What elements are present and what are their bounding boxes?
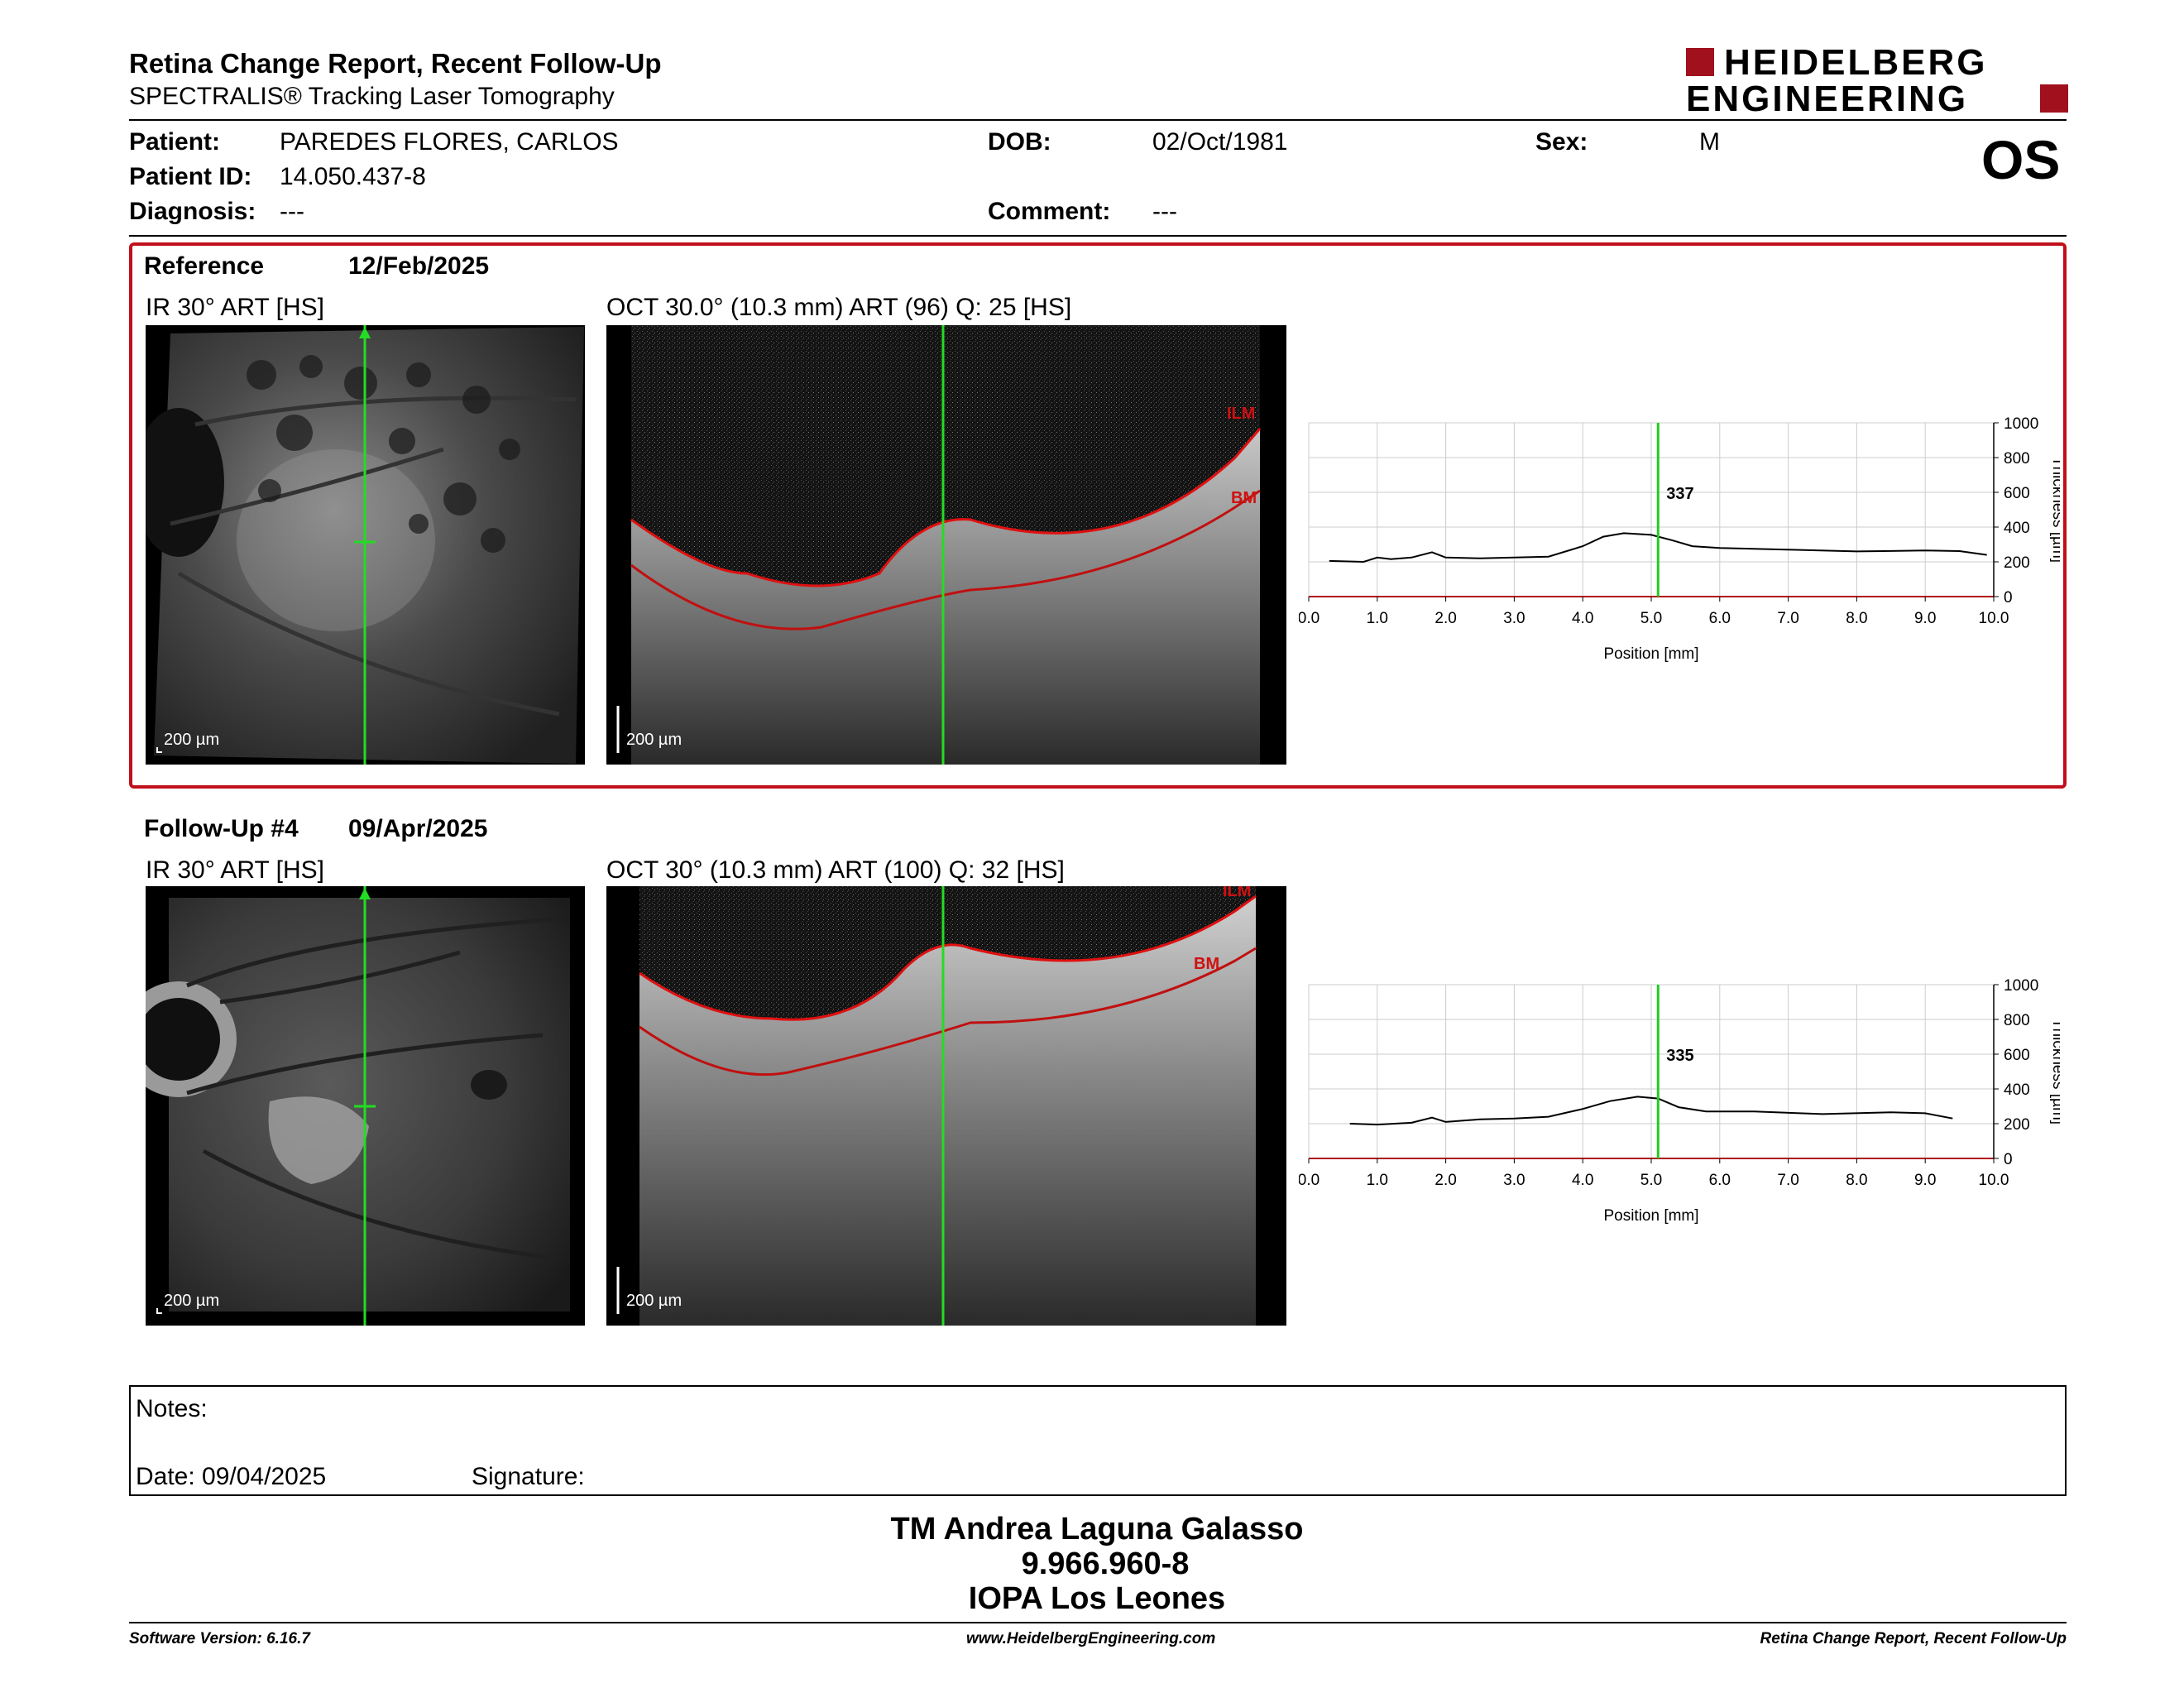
x-tick-label: 9.0 [1914,610,1936,627]
x-tick-label: 10.0 [1979,610,2009,627]
x-tick-label: 7.0 [1777,1172,1798,1189]
y-tick-label: 800 [2004,450,2030,468]
reference-ilm-label: ILM [1227,405,1255,423]
reference-ir-scale: 200 µm [164,731,220,749]
followup-date: 09/Apr/2025 [348,815,488,842]
reference-frame [129,242,2067,789]
reference-ir-title: IR 30° ART [HS] [146,294,324,321]
marker-value-label: 337 [1666,485,1693,503]
marker-value-label: 335 [1666,1047,1693,1065]
reference-label: Reference [144,252,265,280]
report-subtitle: SPECTRALIS® Tracking Laser Tomography [129,83,615,110]
x-tick-label: 10.0 [1979,1172,2009,1189]
x-tick-label: 6.0 [1709,610,1731,627]
x-tick-label: 5.0 [1640,1172,1662,1189]
x-tick-label: 8.0 [1846,1172,1867,1189]
y-tick-label: 600 [2004,1047,2030,1064]
followup-ilm-label: ILM [1223,886,1251,900]
followup-ir-title: IR 30° ART [HS] [146,856,324,884]
x-tick-label: 5.0 [1640,610,1662,627]
signer-id: 9.966.960-8 [1021,1547,1190,1581]
x-tick-label: 8.0 [1846,610,1867,627]
signer-place: IOPA Los Leones [968,1581,1226,1616]
signature-label: Signature: [472,1463,585,1490]
x-tick-label: 3.0 [1503,1172,1525,1189]
followup-bm-label: BM [1194,955,1219,973]
y-axis-label: Thickness [µm] [2049,1019,2060,1125]
reference-ir-fundus [146,325,584,765]
thickness-series-line [1329,532,1987,563]
x-tick-label: 9.0 [1914,1172,1936,1189]
y-tick-label: 400 [2004,520,2030,537]
x-axis-label: Position [mm] [1603,1207,1698,1225]
diagnosis-label: Diagnosis: [129,198,256,225]
notes-date: Date: 09/04/2025 [136,1463,327,1490]
reference-oct-scale: 200 µm [626,731,682,749]
followup-oct-scale: 200 µm [626,1292,682,1310]
x-tick-label: 7.0 [1777,610,1798,627]
comment-value: --- [1152,198,1177,225]
followup-label: Follow-Up #4 [144,815,299,842]
reference-oct-image: ILM BM 200 µm [606,325,1286,765]
patient-id-label: Patient ID: [129,163,252,190]
dob-label: DOB: [988,128,1051,156]
x-axis-label: Position [mm] [1603,645,1698,663]
x-tick-label: 6.0 [1709,1172,1731,1189]
report-title: Retina Change Report, Recent Follow-Up [129,48,662,79]
y-tick-label: 1000 [2004,415,2038,433]
y-tick-label: 0 [2004,1151,2013,1168]
followup-oct-bscan: ILM BM [616,886,1257,1326]
reference-oct-bscan: ILM BM [616,325,1262,765]
x-tick-label: 2.0 [1434,610,1456,627]
reference-bm-label: BM [1231,489,1257,507]
thickness-series-line [1349,1096,1953,1126]
notes-box [129,1385,2067,1496]
patient-name: PAREDES FLORES, CARLOS [280,128,619,156]
x-tick-label: 0.0 [1299,1172,1320,1189]
logo-line-1: HEIDELBERG [1724,42,1988,83]
followup-ir-fundus [146,886,570,1326]
reference-ir-image: 200 µm [146,325,585,765]
notes-label: Notes: [136,1395,208,1422]
reference-thickness-chart: 0.0 1.0 2.0 3.0 4.0 5.0 6.0 7.0 8.0 9.0 10.0 0 200 40… [1299,415,2060,663]
y-tick-label: 200 [2004,1116,2030,1134]
signer-name: TM Andrea Laguna Galasso [890,1512,1304,1547]
x-tick-label: 1.0 [1367,1172,1388,1189]
y-tick-label: 1000 [2004,977,2038,995]
heidelberg-logo: HEIDELBERG ENGINEERING [1686,42,2068,119]
y-tick-label: 800 [2004,1012,2030,1029]
followup-ir-scale: 200 µm [164,1292,220,1310]
followup-thickness-chart: 0.0 1.0 2.0 3.0 4.0 5.0 6.0 7.0 8.0 9.0 10.0 0 200 40… [1299,977,2060,1225]
footer-software: Software Version: 6.16.7 [129,1630,310,1647]
reference-oct-title: OCT 30.0° (10.3 mm) ART (96) Q: 25 [HS] [606,294,1072,321]
footer-report: Retina Change Report, Recent Follow-Up [1760,1630,2067,1647]
patient-id: 14.050.437-8 [280,163,426,190]
x-tick-label: 2.0 [1434,1172,1456,1189]
x-tick-label: 4.0 [1572,1172,1593,1189]
sex-label: Sex: [1535,128,1588,156]
patient-label: Patient: [129,128,221,156]
reference-date: 12/Feb/2025 [348,252,490,280]
y-axis-label: Thickness [µm] [2049,457,2060,563]
dob-value: 02/Oct/1981 [1152,128,1288,156]
followup-ir-image: 200 µm [146,886,585,1326]
logo-line-2: ENGINEERING [1686,79,1969,119]
sex-value: M [1699,128,1720,156]
x-tick-label: 3.0 [1503,610,1525,627]
comment-label: Comment: [988,198,1111,225]
y-tick-label: 400 [2004,1081,2030,1099]
x-tick-label: 4.0 [1572,610,1593,627]
footer-website[interactable]: www.HeidelbergEngineering.com [966,1630,1216,1647]
y-tick-label: 600 [2004,485,2030,502]
x-tick-label: 0.0 [1299,610,1320,627]
followup-oct-image: ILM BM 200 µm [606,886,1286,1326]
eye-indicator: OS [1981,129,2061,190]
y-tick-label: 0 [2004,589,2013,607]
diagnosis-value: --- [280,198,304,225]
y-tick-label: 200 [2004,554,2030,572]
x-tick-label: 1.0 [1367,610,1388,627]
followup-oct-title: OCT 30° (10.3 mm) ART (100) Q: 32 [HS] [606,856,1065,884]
